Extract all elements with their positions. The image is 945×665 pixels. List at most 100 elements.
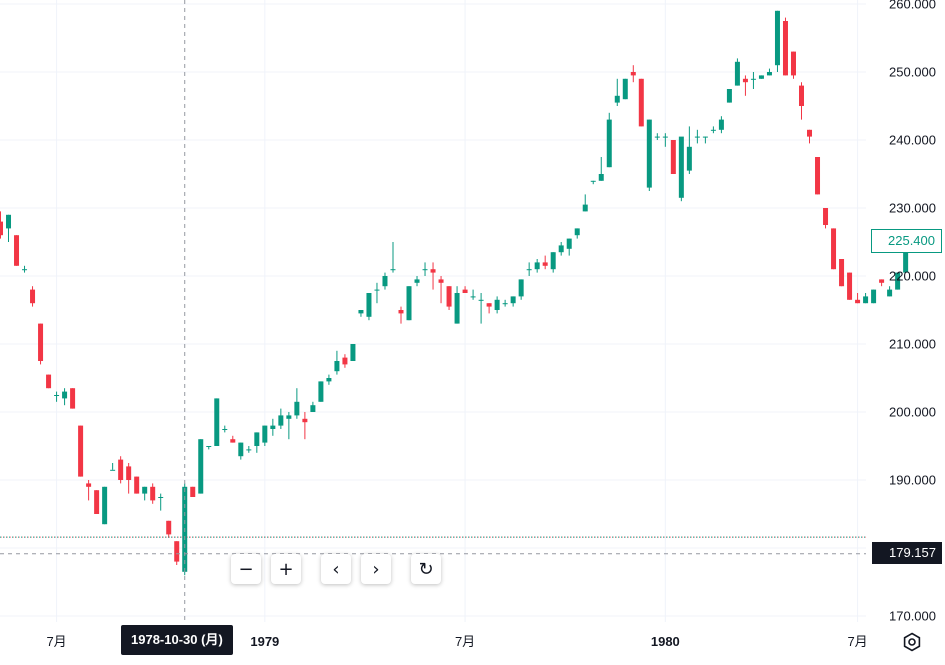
- scroll-left-button[interactable]: ‹: [321, 554, 351, 584]
- candle: [638, 78, 644, 127]
- candle-body: [366, 293, 372, 317]
- candle: [54, 391, 60, 402]
- candle-body: [678, 136, 684, 198]
- y-tick-label: 210.000: [889, 337, 936, 352]
- candle: [190, 486, 196, 497]
- candle: [142, 486, 148, 501]
- candle: [815, 157, 821, 195]
- reset-chart-button[interactable]: ↻: [411, 554, 441, 584]
- candle-body: [686, 146, 692, 171]
- candle: [406, 286, 412, 321]
- candle: [70, 388, 76, 409]
- settings-button[interactable]: [900, 630, 924, 654]
- candle-body: [70, 388, 76, 409]
- candle-body: [166, 520, 172, 535]
- candle-body: [526, 269, 532, 271]
- candle: [526, 262, 532, 276]
- grid-lines: [0, 0, 866, 622]
- candle-body: [30, 289, 36, 304]
- candle: [126, 463, 132, 494]
- candle: [558, 242, 564, 256]
- candle: [118, 456, 124, 484]
- candle: [350, 344, 356, 361]
- candle-body: [823, 208, 829, 225]
- candle: [134, 476, 140, 494]
- candle: [6, 214, 12, 242]
- zoom-out-button[interactable]: −: [231, 554, 261, 584]
- candle-body: [758, 75, 764, 79]
- candle-body: [742, 78, 748, 83]
- candle-body: [558, 245, 564, 253]
- candle-body: [542, 262, 548, 266]
- candle-body: [831, 228, 837, 270]
- candle: [158, 493, 164, 511]
- zoom-in-button[interactable]: +: [271, 554, 301, 584]
- x-tick-label: 7月: [847, 634, 867, 649]
- candle-body: [614, 95, 620, 103]
- candle: [390, 242, 396, 273]
- candle: [334, 350, 340, 375]
- candle: [606, 112, 612, 168]
- candle-body: [126, 466, 132, 480]
- candle-body: [190, 486, 196, 497]
- candle-body: [86, 483, 92, 487]
- candle: [686, 126, 692, 174]
- candle: [847, 272, 853, 300]
- candle-body: [198, 439, 204, 494]
- candle: [478, 293, 484, 324]
- candle: [582, 194, 588, 212]
- candle-body: [382, 276, 388, 287]
- candle: [102, 486, 108, 525]
- y-tick-label: 230.000: [889, 201, 936, 216]
- candle-body: [766, 72, 772, 76]
- candle-body: [46, 374, 52, 389]
- candle-body: [774, 10, 780, 66]
- candle-body: [150, 486, 156, 501]
- candle-body: [654, 136, 660, 138]
- candle-body: [54, 395, 60, 396]
- candle-body: [0, 221, 3, 236]
- candle-body: [422, 269, 428, 271]
- candle: [86, 480, 92, 501]
- candle: [879, 279, 885, 287]
- candle: [446, 286, 452, 310]
- candle-body: [302, 418, 308, 423]
- candle: [246, 446, 252, 453]
- candle-body: [895, 272, 901, 290]
- candle-body: [326, 378, 332, 382]
- candle: [62, 388, 68, 406]
- candle-body: [807, 129, 813, 137]
- candle: [742, 75, 748, 96]
- candle-body: [782, 21, 788, 76]
- candle-body: [286, 415, 292, 419]
- candle: [414, 276, 420, 287]
- candle-body: [438, 279, 444, 283]
- gear-icon: [903, 632, 921, 652]
- y-tick-label: 220.000: [889, 269, 936, 284]
- candle: [0, 211, 3, 239]
- candle: [855, 293, 861, 304]
- candle: [895, 272, 901, 290]
- candle-body: [566, 238, 572, 249]
- candle-body: [582, 204, 588, 212]
- candle-body: [726, 89, 732, 103]
- candle-body: [518, 279, 524, 297]
- candle: [566, 238, 572, 256]
- y-tick-label: 260.000: [889, 0, 936, 12]
- candle: [790, 51, 796, 79]
- candle: [718, 116, 724, 134]
- candle: [678, 136, 684, 202]
- candle: [614, 78, 620, 106]
- crosshair-date-label: 1978-10-30 (月): [121, 625, 233, 655]
- candle: [302, 412, 308, 440]
- crosshair-price-label: 179.157: [872, 542, 942, 564]
- candle-body: [622, 78, 628, 100]
- candle: [310, 401, 316, 412]
- scroll-right-button[interactable]: ›: [361, 554, 391, 584]
- candle: [823, 208, 829, 229]
- candle: [94, 490, 100, 514]
- candle: [22, 265, 28, 273]
- candle: [318, 381, 324, 402]
- candle: [782, 17, 788, 76]
